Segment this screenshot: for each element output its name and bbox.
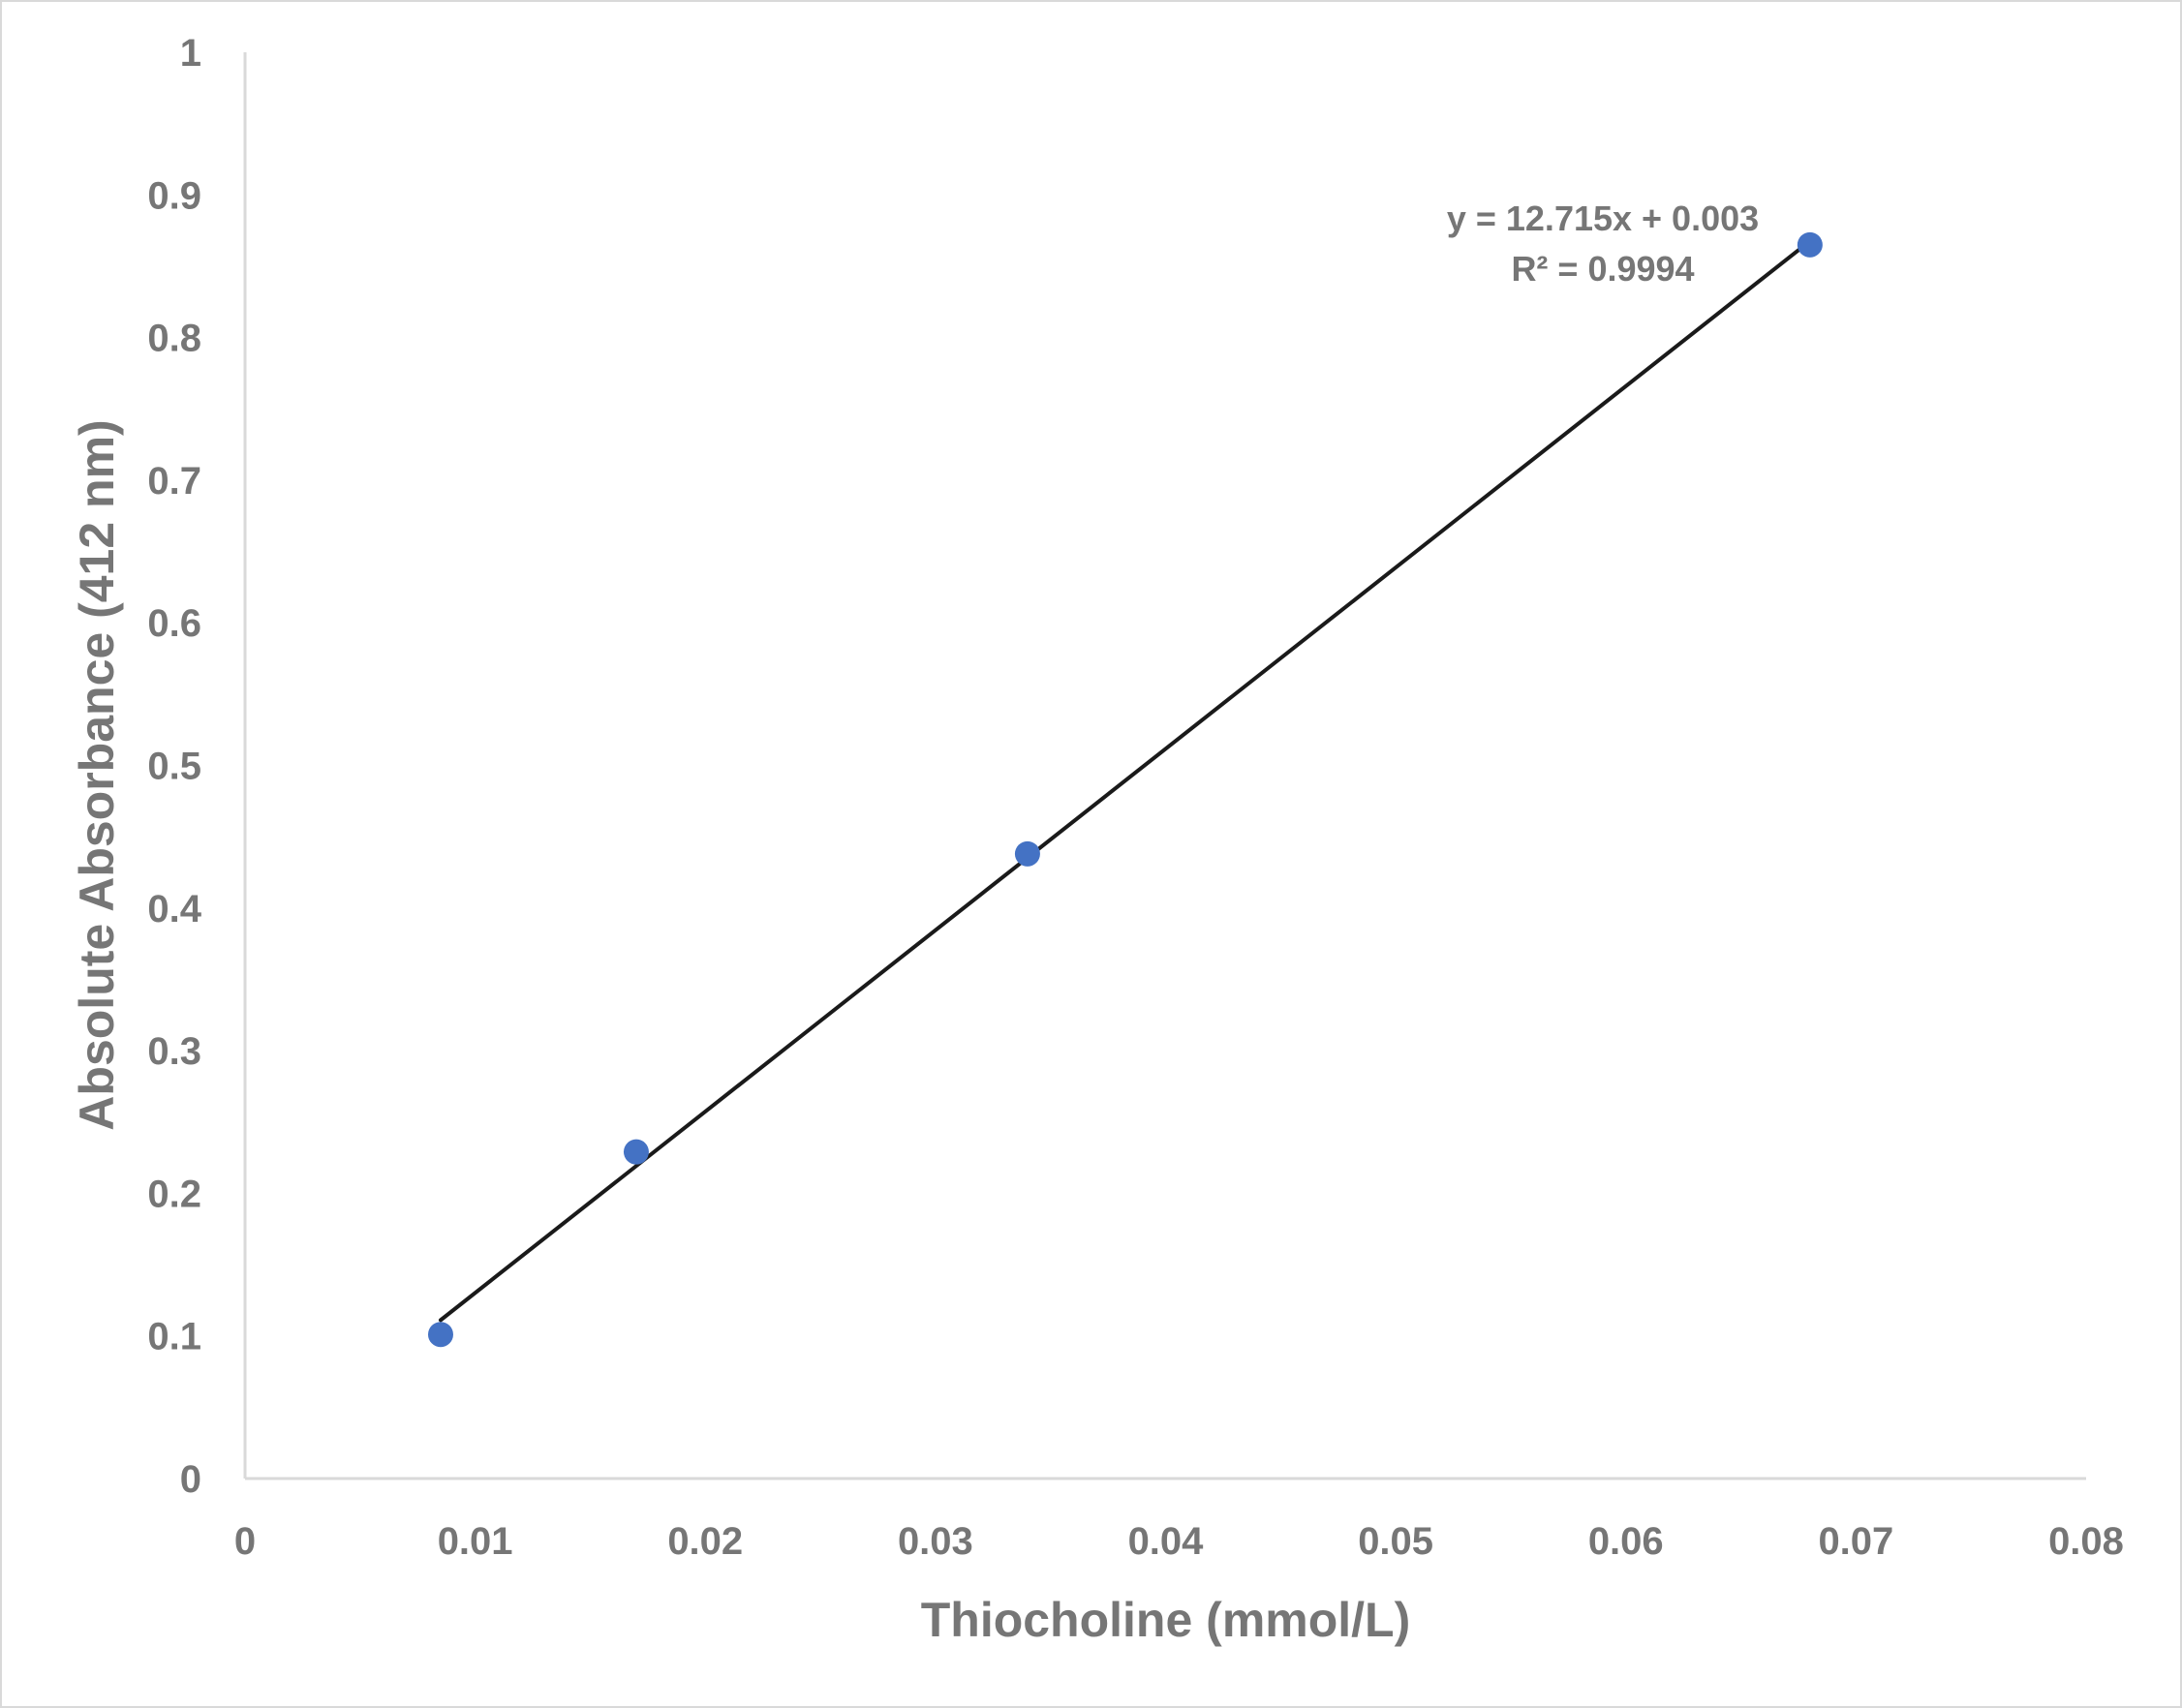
y-tick-label: 0.7 (147, 460, 201, 503)
axes (243, 52, 2086, 1480)
x-tick-label: 0 (234, 1520, 256, 1563)
y-tick-label: 0.3 (147, 1030, 201, 1073)
y-tick-labels: 0 0.1 0.2 0.3 0.4 0.5 0.6 0.7 0.8 0.9 1 (147, 32, 201, 1501)
data-point (1797, 231, 1823, 258)
x-tick-label: 0.06 (1588, 1520, 1664, 1563)
y-tick-label: 0.4 (147, 888, 201, 930)
y-tick-label: 0.5 (147, 746, 201, 788)
y-tick-label: 0.6 (147, 602, 201, 645)
y-tick-label: 1 (180, 32, 201, 75)
x-tick-label: 0.04 (1128, 1520, 1205, 1563)
x-tick-label: 0.05 (1358, 1520, 1433, 1563)
data-point (427, 1322, 453, 1348)
data-point (1014, 840, 1040, 867)
x-tick-label: 0.03 (898, 1520, 973, 1563)
trendline-equation: y = 12.715x + 0.003 (1447, 198, 1759, 238)
x-tick-label: 0.01 (438, 1520, 513, 1563)
x-tick-labels: 0 0.01 0.02 0.03 0.04 0.05 0.06 0.07 0.08 (234, 1520, 2124, 1563)
y-tick-label: 0.9 (147, 174, 201, 217)
y-tick-label: 0 (180, 1458, 201, 1501)
y-tick-label: 0.8 (147, 318, 201, 360)
trendline (438, 238, 1812, 1323)
trendline-r-squared: R² = 0.9994 (1511, 249, 1694, 289)
data-points (427, 231, 1823, 1348)
y-tick-label: 0.1 (147, 1316, 201, 1358)
y-axis-title: Absolute Absorbance (412 nm) (70, 419, 124, 1130)
x-axis-title: Thiocholine (mmol/L) (921, 1593, 1411, 1647)
x-tick-label: 0.02 (667, 1520, 743, 1563)
y-tick-label: 0.2 (147, 1173, 201, 1215)
data-point (623, 1139, 649, 1165)
x-tick-label: 0.07 (1818, 1520, 1893, 1563)
x-tick-label: 0.08 (2048, 1520, 2124, 1563)
